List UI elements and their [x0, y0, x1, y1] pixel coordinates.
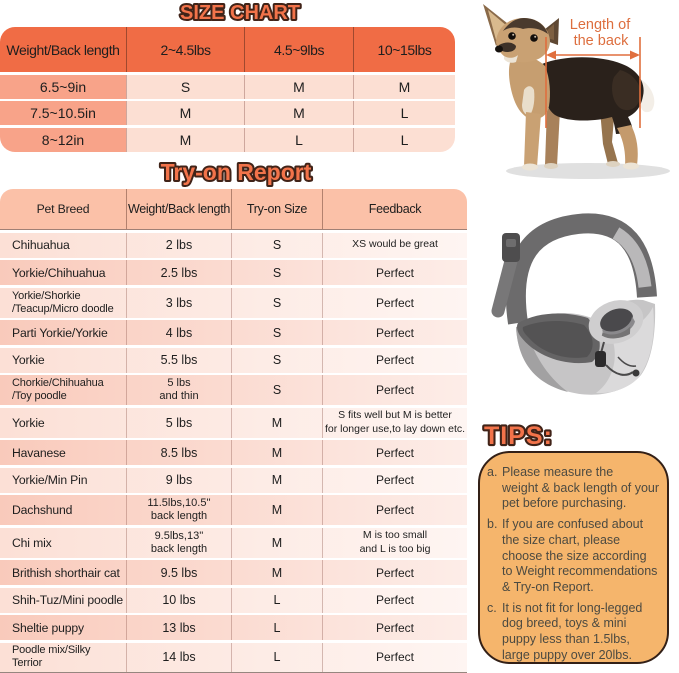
- svg-text:Try-on Report: Try-on Report: [161, 159, 312, 185]
- svg-text:the back: the back: [574, 33, 630, 49]
- svg-text:TIPS:: TIPS:: [484, 422, 553, 450]
- svg-text:SIZE CHART: SIZE CHART: [180, 2, 300, 24]
- svg-text:Length of: Length of: [570, 17, 631, 33]
